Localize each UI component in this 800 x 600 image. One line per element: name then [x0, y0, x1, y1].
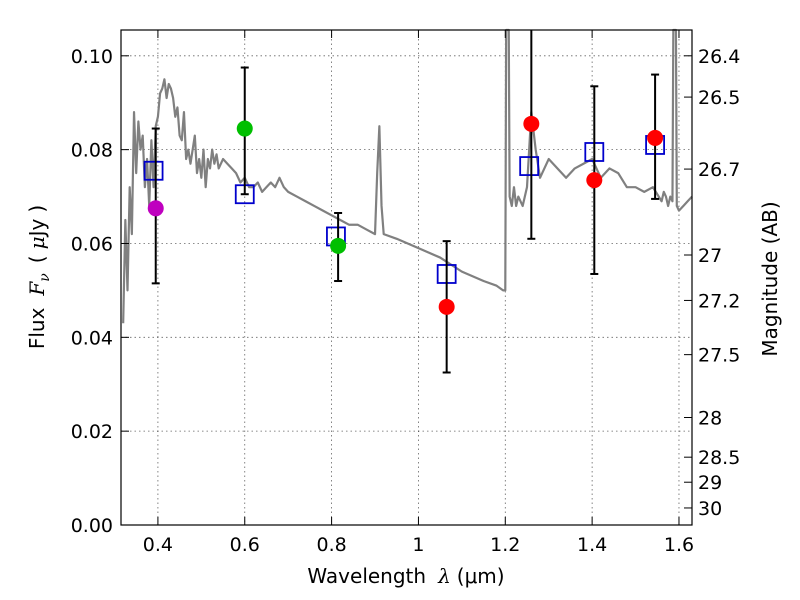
mag-tick-label: 28	[698, 408, 722, 430]
grid-layer	[121, 30, 692, 526]
mag-tick-label: 27	[698, 245, 722, 267]
y-tick-label: 0.08	[71, 140, 113, 162]
x-tick-label: 0.8	[316, 534, 346, 556]
y-tick-label: 0.04	[71, 327, 113, 349]
mag-tick-label: 26.7	[698, 159, 740, 181]
observed-flux-point	[438, 298, 455, 315]
x-axis-label: Wavelength λ (μm)	[307, 564, 504, 588]
x-tick-label: 1	[412, 534, 424, 556]
observed-flux-point	[236, 120, 253, 137]
mag-tick-label: 26.5	[698, 87, 740, 109]
y-tick-label: 0.10	[71, 46, 113, 68]
x-tick-label: 0.4	[143, 534, 173, 556]
y-axis-label: FluxFν(μJy)	[25, 205, 53, 349]
y2-axis-label: Magnitude (AB)	[758, 201, 782, 356]
observed-flux-point	[147, 200, 164, 217]
y-tick-label: 0.02	[71, 421, 113, 443]
mag-tick-label: 26.4	[698, 46, 740, 68]
x-tick-label: 1.6	[664, 534, 694, 556]
mag-tick-label: 27.5	[698, 345, 740, 367]
y-tick-label: 0.00	[71, 515, 113, 537]
sed-spectrum-line	[122, 28, 693, 324]
plot-frame	[120, 29, 693, 526]
y-tick-label: 0.06	[71, 233, 113, 255]
ticks-layer: 0.4 0.6 0.8 1 1.2 1.4 1.6 0.00 0.02 0.04 0.06 0.08 0…	[71, 30, 740, 556]
x-tick-label: 1.2	[490, 534, 520, 556]
observed-flux-point	[586, 172, 603, 189]
mag-tick-label: 29	[698, 472, 722, 494]
model-photometry-square	[519, 156, 540, 176]
spectrum-layer	[122, 28, 693, 324]
observed-flux-point	[330, 237, 347, 254]
model-photometry-square	[143, 160, 164, 181]
mag-tick-label: 28.5	[698, 447, 740, 469]
observed-flux-point	[523, 115, 540, 132]
marks-layer	[143, 30, 665, 374]
mag-tick-label: 30	[698, 498, 722, 520]
observed-flux-point	[647, 129, 664, 146]
x-tick-label: 0.6	[230, 534, 260, 556]
x-tick-label: 1.4	[577, 534, 607, 556]
mag-tick-label: 27.2	[698, 290, 740, 312]
